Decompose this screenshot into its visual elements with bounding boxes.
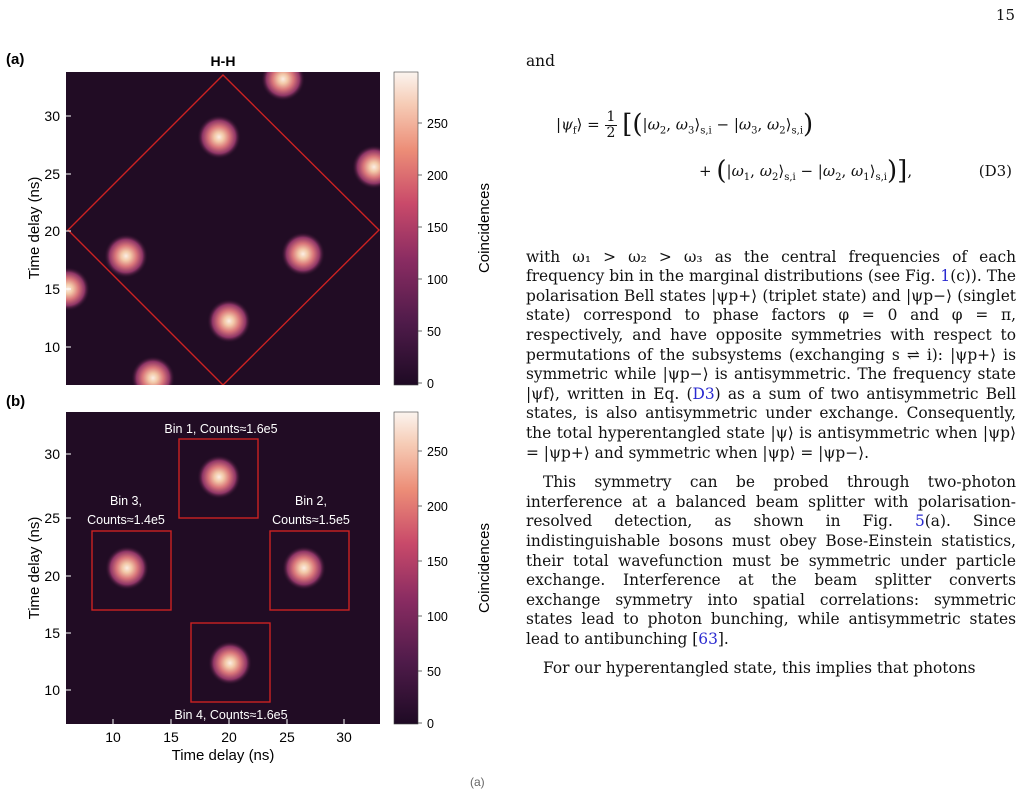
panel-a-peak	[261, 72, 305, 101]
panel-a-cbar-tick: 200	[427, 169, 448, 183]
panel-a-cbar-tick: 100	[427, 273, 448, 287]
bin-3-counts: Counts≈1.4e5	[87, 513, 165, 527]
panel-a-cbar-tick: 0	[427, 377, 434, 391]
panel-a-peak	[66, 267, 90, 311]
panel-a-cbar-tick: 150	[427, 221, 448, 235]
panel-b-xtick: 10	[105, 729, 121, 745]
panel-b-cbar-tick: 100	[427, 610, 448, 624]
panel-b-peak	[282, 546, 326, 590]
panel-a-ytick: 25	[44, 166, 60, 182]
bin-2-box	[269, 530, 350, 611]
panel-b-cbar-tick: 50	[427, 665, 441, 679]
paragraph-2: This symmetry can be probed through two-…	[526, 473, 1016, 648]
panel-b-cbar-tick: 0	[427, 717, 434, 731]
page-number: 15	[995, 6, 1015, 24]
panel-b-colorbar	[393, 411, 419, 725]
panel-b-cbar-label: Coincidences	[476, 523, 493, 613]
panel-b-xtick: 15	[163, 729, 179, 745]
panel-a-ylabel: Time delay (ns)	[26, 177, 43, 280]
panel-a-cbar-label: Coincidences	[476, 183, 493, 273]
panel-a-ytick: 20	[44, 223, 60, 239]
panel-a-colorbar	[393, 71, 419, 386]
bin-4-label: Bin 4, Counts≈1.6e5	[174, 708, 287, 722]
panel-a-ytick: 30	[44, 108, 60, 124]
panel-a-peak	[352, 145, 380, 189]
paragraph-1: with ω₁ > ω₂ > ω₃ as the central frequen…	[526, 247, 1016, 462]
panel-b-cbar-tick: 200	[427, 500, 448, 514]
panel-a-peak	[131, 356, 175, 385]
panel-a-cbar-tick: 50	[427, 325, 441, 339]
figure-coincidence-maps: (a) H-H 30 25 20 15 10 Time delay (ns) 2…	[6, 51, 493, 789]
panel-b-ytick: 30	[44, 446, 60, 462]
stray-panel-marker: (a)	[470, 775, 485, 789]
bin-2-counts: Counts≈1.5e5	[272, 513, 350, 527]
panel-a-title: H-H	[211, 53, 236, 69]
lead-word: and	[526, 52, 555, 70]
panel-a-peak	[281, 232, 325, 276]
panel-b-xtick: 30	[336, 729, 352, 745]
bin-4-box	[190, 622, 271, 703]
ref-fig-5-link[interactable]: 5	[914, 512, 925, 531]
panel-b-xlabel: Time delay (ns)	[172, 747, 275, 764]
panel-b-xtick: 25	[279, 729, 295, 745]
panel-a-cbar-tick: 250	[427, 117, 448, 131]
bin-3-box	[91, 530, 172, 611]
ref-63-link[interactable]: 63	[698, 629, 718, 648]
bin-1-box	[178, 438, 259, 519]
ref-eq-d3-link[interactable]: D3	[692, 384, 715, 403]
panel-b-ytick: 10	[44, 682, 60, 698]
panel-b-ylabel: Time delay (ns)	[26, 517, 43, 620]
panel-b-ytick: 15	[44, 625, 60, 641]
panel-b-ytick: 25	[44, 510, 60, 526]
bin-2-label: Bin 2,	[295, 494, 327, 508]
bin-1-label: Bin 1, Counts≈1.6e5	[164, 422, 277, 436]
paragraph-3: For our hyperentangled state, this impli…	[543, 659, 976, 678]
panel-a-selection-diamond	[67, 74, 380, 385]
panel-a-ytick: 15	[44, 281, 60, 297]
panel-b-peak	[197, 455, 241, 499]
equation-line-2: + (|ω1, ω2⟩s,i − |ω2, ω1⟩s,i)],	[699, 155, 913, 186]
panel-a-ytick: 10	[44, 339, 60, 355]
panel-b-ytick: 20	[44, 568, 60, 584]
panel-a-tag: (a)	[6, 51, 24, 68]
bin-3-label: Bin 3,	[110, 494, 142, 508]
panel-b-peak	[208, 641, 252, 685]
panel-b-peak	[105, 546, 149, 590]
panel-a-peak	[104, 234, 148, 278]
panel-b-cbar-tick: 250	[427, 445, 448, 459]
equation-number: (D3)	[978, 161, 1012, 180]
panel-a-peak	[197, 115, 241, 159]
panel-b-cbar-tick: 150	[427, 555, 448, 569]
panel-b-tag: (b)	[6, 393, 25, 410]
panel-b-xtick: 20	[221, 729, 237, 745]
panel-a-peak	[207, 299, 251, 343]
ref-fig-1-link[interactable]: 1	[940, 267, 951, 286]
